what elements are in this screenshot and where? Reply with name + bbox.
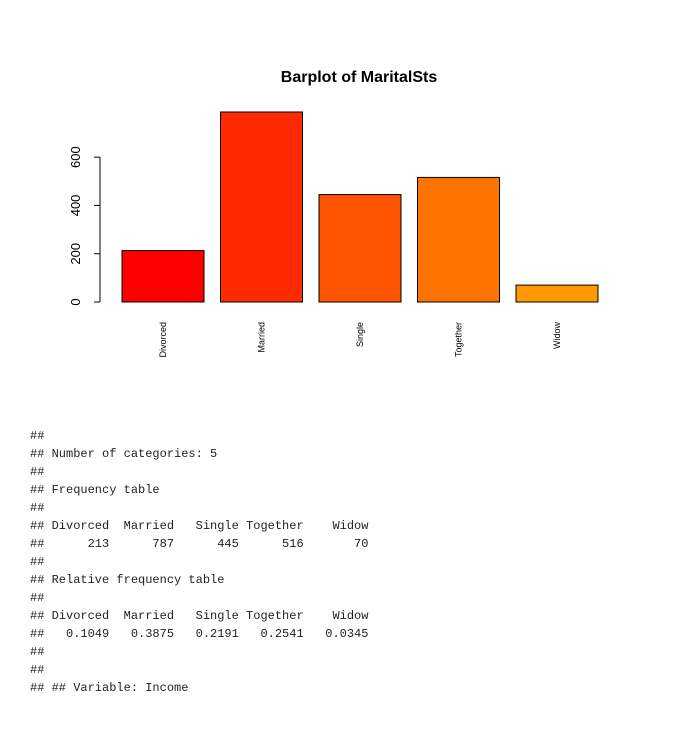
console-line: ## <box>30 591 45 605</box>
console-line: ## <box>30 501 45 515</box>
x-tick-label-single: Single <box>355 322 365 347</box>
console-line: ## <box>30 429 45 443</box>
bar-widow <box>515 284 599 303</box>
y-tick-label-400: 400 <box>68 195 83 217</box>
bars <box>121 111 599 303</box>
console-line: ## Number of categories: 5 <box>30 447 218 461</box>
bar-together <box>417 176 500 303</box>
barplot-chart: Barplot of MaritalSts 0 200 400 600 Divorce… <box>68 69 599 358</box>
console-line: ## Frequency table <box>30 483 160 497</box>
r-console-output: ## ## Number of categories: 5 ## ## Frequen… <box>30 427 368 697</box>
y-tick-label-0: 0 <box>68 298 83 305</box>
x-axis-labels: Divorced Married Single Together Widow <box>158 322 562 358</box>
console-line: ## 0.1049 0.3875 0.2191 0.2541 0.0345 <box>30 627 369 641</box>
console-line: ## <box>30 645 45 659</box>
x-tick-label-together: Together <box>454 322 464 357</box>
x-tick-label-married: Married <box>257 322 267 353</box>
console-line: ## Relative frequency table <box>30 573 225 587</box>
x-tick-label-widow: Widow <box>552 322 562 350</box>
console-line: ## Divorced Married Single Together Wido… <box>30 519 369 533</box>
console-line: ## Divorced Married Single Together Wido… <box>30 609 369 623</box>
y-tick-label-200: 200 <box>68 243 83 265</box>
y-tick-label-600: 600 <box>68 146 83 168</box>
chart-title: Barplot of MaritalSts <box>281 69 438 86</box>
bar-divorced <box>121 250 205 303</box>
bar-married <box>220 111 303 303</box>
console-line: ## ## Variable: Income <box>30 681 189 695</box>
console-line: ## <box>30 663 45 677</box>
console-line: ## 213 787 445 516 70 <box>30 537 369 551</box>
bar-single <box>318 194 402 303</box>
y-axis: 0 200 400 600 <box>68 146 101 306</box>
x-tick-label-divorced: Divorced <box>158 322 168 358</box>
console-line: ## <box>30 465 45 479</box>
console-line: ## <box>30 555 45 569</box>
